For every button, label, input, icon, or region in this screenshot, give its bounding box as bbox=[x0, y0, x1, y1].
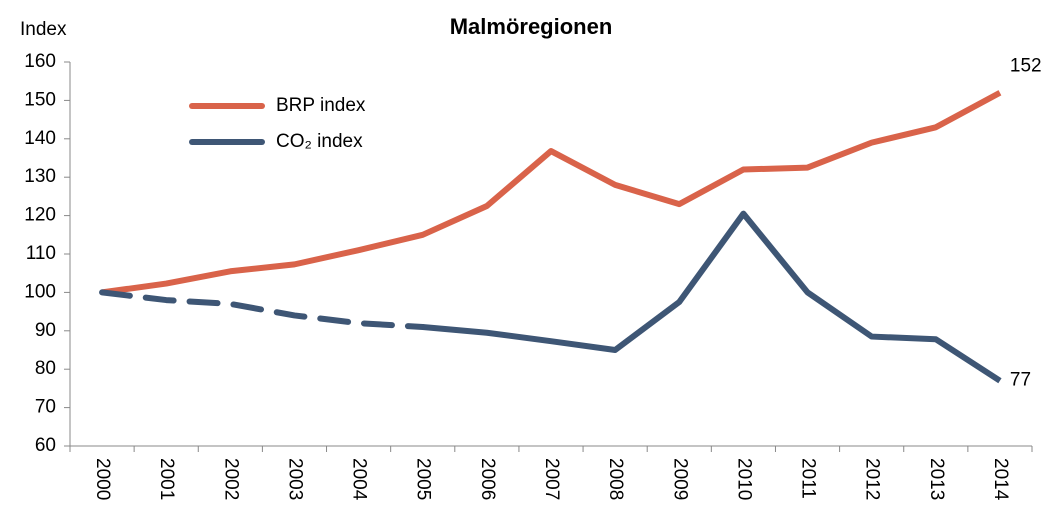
x-tick-label: 2003 bbox=[284, 458, 305, 500]
end-label: 152 bbox=[1010, 56, 1042, 77]
y-tick-label: 90 bbox=[35, 320, 56, 341]
y-tick-label: 140 bbox=[24, 128, 56, 149]
x-tick-label: 2012 bbox=[862, 458, 883, 500]
y-axis-label: Index bbox=[20, 19, 67, 40]
x-tick-label: 2010 bbox=[733, 458, 754, 500]
x-tick-label: 2004 bbox=[349, 458, 370, 501]
y-tick-label: 60 bbox=[35, 435, 56, 456]
x-tick-label: 2001 bbox=[156, 458, 177, 500]
y-tick-label: 100 bbox=[24, 281, 56, 302]
x-tick-label: 2014 bbox=[990, 458, 1011, 501]
x-tick-label: 2011 bbox=[798, 458, 819, 499]
line-series bbox=[101, 90, 1002, 296]
y-tick-label: 160 bbox=[24, 51, 56, 72]
x-tick-label: 2009 bbox=[669, 458, 690, 500]
legend-label: CO₂ index bbox=[276, 131, 363, 152]
end-label: 77 bbox=[1010, 370, 1031, 391]
x-tick-label: 2006 bbox=[477, 458, 498, 500]
y-tick-label: 70 bbox=[35, 397, 56, 418]
y-tick-label: 120 bbox=[24, 205, 56, 226]
line-series bbox=[99, 289, 426, 330]
legend-label: BRP index bbox=[276, 95, 366, 116]
x-tick-label: 2008 bbox=[605, 458, 626, 500]
chart-title: Malmöregionen bbox=[450, 14, 613, 39]
x-tick-label: 2007 bbox=[541, 458, 562, 500]
x-tick-label: 2000 bbox=[92, 458, 113, 500]
x-tick-label: 2013 bbox=[926, 458, 947, 500]
x-tick-label: 2002 bbox=[220, 458, 241, 500]
line-series bbox=[422, 210, 1002, 384]
y-tick-label: 130 bbox=[24, 166, 56, 187]
y-tick-label: 110 bbox=[26, 243, 56, 264]
y-tick-label: 150 bbox=[24, 89, 56, 110]
y-tick-label: 80 bbox=[35, 358, 56, 379]
x-tick-label: 2005 bbox=[413, 458, 434, 500]
